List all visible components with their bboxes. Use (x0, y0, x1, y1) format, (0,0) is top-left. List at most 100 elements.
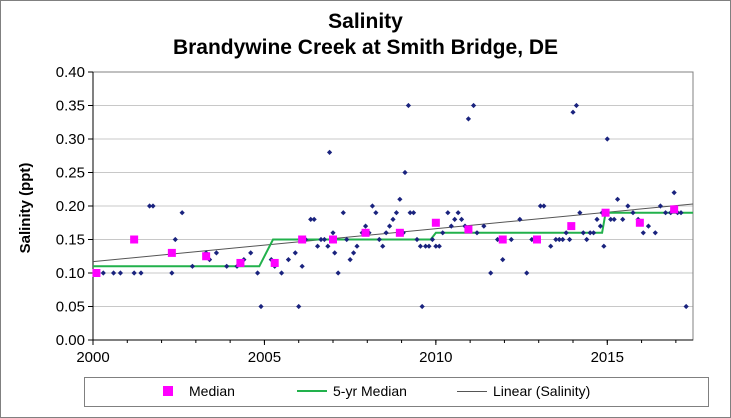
sample-point (529, 236, 535, 243)
median-point (533, 235, 541, 244)
sample-point (335, 270, 341, 276)
y-tick-label: 0.35 (56, 98, 85, 115)
sample-point (652, 230, 658, 236)
sample-point (138, 270, 144, 276)
sample-point (488, 270, 494, 276)
sample-point (470, 102, 477, 109)
sample-point (671, 190, 677, 196)
sample-point (380, 243, 386, 249)
sample-point (436, 243, 442, 249)
sample-point (662, 210, 669, 216)
sample-point (570, 109, 576, 115)
x-axis: 2000 2005 2010 2015 (76, 339, 693, 366)
sample-point (410, 210, 417, 216)
legend-item-five-yr: 5-yr Median (297, 383, 407, 399)
sample-point (299, 263, 305, 269)
chart-subtitle: Brandywine Creek at Smith Bridge, DE (172, 36, 559, 59)
sample-point (645, 223, 652, 229)
legend-label-median: Median (189, 383, 235, 399)
median-point (431, 218, 440, 227)
sample-point (440, 230, 446, 236)
sample-point (657, 203, 664, 209)
sample-point (455, 210, 461, 216)
median-point (236, 258, 245, 267)
chart-title: Salinity (328, 10, 403, 33)
sample-point (285, 257, 292, 263)
median-point (464, 225, 473, 234)
sample-point (445, 210, 451, 216)
y-axis: 0.00 0.05 0.10 0.15 0.20 0.25 0.30 0.35 0.40 (56, 64, 94, 349)
sample-point (448, 223, 454, 229)
sample-point (350, 250, 357, 256)
y-axis-label: Salinity (ppt) (17, 163, 34, 254)
sample-point (402, 169, 408, 176)
sample-point (340, 210, 346, 216)
sample-point (563, 230, 569, 236)
median-point (202, 252, 211, 261)
sample-point (625, 203, 631, 209)
sample-point (604, 136, 610, 142)
sample-point (587, 230, 593, 236)
median-marker-icon (153, 384, 183, 398)
median-point (670, 205, 679, 214)
sample-point (614, 196, 621, 202)
median-point (361, 228, 370, 237)
sample-point (573, 102, 580, 109)
sample-point (611, 216, 617, 222)
sample-point (414, 236, 420, 243)
x-tick-label: 2000 (76, 349, 109, 366)
sample-point (117, 270, 124, 276)
y-tick-label: 0.05 (56, 299, 85, 316)
y-tick-label: 0.10 (56, 265, 85, 282)
sample-point (458, 216, 465, 222)
sample-point (369, 203, 376, 209)
y-tick-label: 0.15 (56, 232, 85, 249)
sample-point (548, 243, 554, 249)
y-tick-label: 0.00 (56, 332, 85, 349)
x-tick-label: 2010 (419, 349, 452, 366)
sample-point (146, 203, 153, 209)
sample-point (419, 303, 425, 310)
sample-point (362, 223, 369, 229)
sample-point (321, 236, 328, 243)
gridlines (93, 71, 693, 341)
sample-point (131, 270, 137, 276)
y-tick-label: 0.25 (56, 165, 85, 182)
sample-point (630, 210, 636, 216)
sample-point (678, 210, 684, 216)
median-point (130, 235, 139, 244)
sample-point (560, 236, 566, 243)
sample-point (433, 243, 439, 249)
sample-point (597, 223, 604, 229)
sample-point (566, 236, 573, 243)
linear-trend-line (92, 203, 694, 263)
sample-point (296, 303, 302, 310)
median-point (635, 218, 644, 227)
sample-point (110, 270, 117, 276)
sample-point (254, 270, 261, 276)
sample-point (224, 263, 230, 269)
legend-label-linear: Linear (Salinity) (493, 383, 591, 399)
sample-point (508, 236, 514, 243)
sample-point (150, 203, 156, 209)
sample-point (537, 203, 544, 209)
legend-label-five-yr: 5-yr Median (333, 383, 407, 399)
sample-point (278, 270, 285, 276)
sample-point (577, 210, 583, 216)
median-point (298, 235, 307, 244)
median-point (92, 269, 101, 277)
sample-point (517, 216, 523, 222)
sample-point (590, 230, 597, 236)
sample-point (373, 210, 379, 216)
sample-point (524, 270, 530, 276)
sample-point (383, 230, 389, 236)
sample-point (620, 216, 626, 222)
sample-point (417, 243, 424, 249)
sample-point (556, 236, 562, 243)
sample-point (179, 210, 185, 216)
sample-point (640, 230, 646, 236)
sample-point (326, 149, 333, 155)
x-tick-label: 2015 (591, 349, 624, 366)
legend: Median 5-yr Median Linear (Salinity) (84, 377, 709, 407)
linear-trend-series (92, 203, 694, 263)
